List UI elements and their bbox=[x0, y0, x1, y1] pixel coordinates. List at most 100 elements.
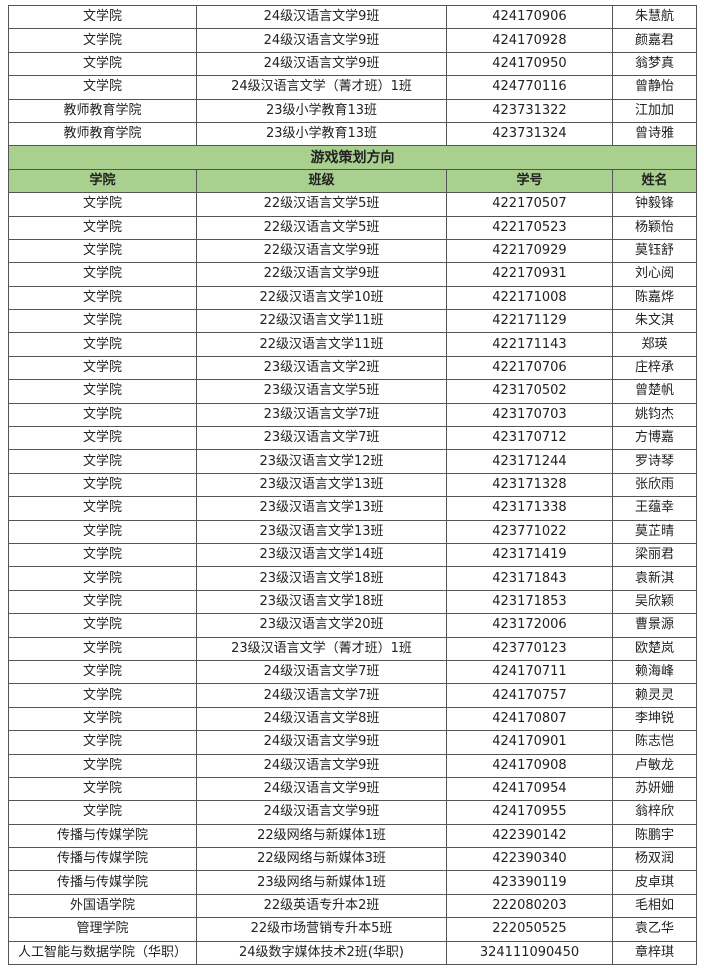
class-cell: 23级汉语言文学12班 bbox=[196, 449, 447, 474]
class-cell: 23级汉语言文学（菁才班）1班 bbox=[196, 636, 447, 661]
student-id-cell: 422170929 bbox=[446, 238, 613, 264]
class-cell: 23级汉语言文学13班 bbox=[196, 496, 447, 521]
college-cell: 教师教育学院 bbox=[8, 121, 197, 147]
table-row: 文学院 24级汉语言文学9班 424170928 颜嘉君 bbox=[8, 28, 697, 53]
table-row: 文学院 23级汉语言文学2班 422170706 庄梓承 bbox=[8, 355, 697, 381]
student-id-cell: 423170703 bbox=[446, 402, 613, 428]
name-cell: 莫钰舒 bbox=[612, 238, 697, 264]
class-cell: 22级英语专升本2班 bbox=[196, 893, 447, 919]
name-cell: 朱文淇 bbox=[612, 309, 697, 334]
student-id-cell: 423170712 bbox=[446, 426, 613, 451]
student-id-cell: 424170908 bbox=[446, 753, 613, 778]
college-cell: 管理学院 bbox=[8, 917, 197, 942]
table-row: 文学院 23级汉语言文学13班 423171338 王蕴幸 bbox=[8, 496, 697, 521]
class-cell: 22级市场营销专升本5班 bbox=[196, 917, 447, 942]
table-row: 文学院 23级汉语言文学13班 423771022 莫芷晴 bbox=[8, 519, 697, 544]
class-cell: 24级汉语言文学9班 bbox=[196, 753, 447, 778]
college-cell: 文学院 bbox=[8, 472, 197, 498]
class-cell: 23级汉语言文学2班 bbox=[196, 355, 447, 381]
class-cell: 23级网络与新媒体1班 bbox=[196, 870, 447, 895]
college-cell: 文学院 bbox=[8, 800, 197, 825]
table-row: 文学院 23级汉语言文学7班 423170712 方博嘉 bbox=[8, 426, 697, 451]
name-cell: 罗诗琴 bbox=[612, 449, 697, 474]
class-cell: 23级汉语言文学13班 bbox=[196, 519, 447, 544]
class-cell: 23级汉语言文学14班 bbox=[196, 542, 447, 568]
college-cell: 文学院 bbox=[8, 262, 197, 287]
class-cell: 24级汉语言文学9班 bbox=[196, 730, 447, 755]
name-cell: 章梓琪 bbox=[612, 940, 697, 966]
student-id-cell: 423172006 bbox=[446, 613, 613, 638]
name-cell: 方博嘉 bbox=[612, 426, 697, 451]
college-cell: 文学院 bbox=[8, 215, 197, 240]
table-row: 文学院 24级汉语言文学9班 424170950 翁梦真 bbox=[8, 51, 697, 77]
name-cell: 赖海峰 bbox=[612, 659, 697, 685]
name-cell: 莫芷晴 bbox=[612, 519, 697, 544]
class-cell: 24级汉语言文学9班 bbox=[196, 4, 447, 30]
name-cell: 欧楚岚 bbox=[612, 636, 697, 661]
table-row: 文学院 23级汉语言文学13班 423171328 张欣雨 bbox=[8, 472, 697, 498]
class-cell: 22级汉语言文学5班 bbox=[196, 215, 447, 240]
table-row: 文学院 22级汉语言文学5班 422170507 钟毅锋 bbox=[8, 192, 697, 217]
table-row: 文学院 22级汉语言文学11班 422171143 郑瑛 bbox=[8, 332, 697, 357]
table-row: 教师教育学院 23级小学教育13班 423731324 曾诗雅 bbox=[8, 121, 697, 147]
name-cell: 翁梓欣 bbox=[612, 800, 697, 825]
table-row: 文学院 22级汉语言文学10班 422171008 陈嘉烨 bbox=[8, 285, 697, 311]
student-id-cell: 学号 bbox=[446, 168, 613, 194]
table-row: 文学院 24级汉语言文学9班 424170954 苏妍姗 bbox=[8, 776, 697, 802]
name-cell: 刘心阅 bbox=[612, 262, 697, 287]
student-id-cell: 424170954 bbox=[446, 776, 613, 802]
student-id-cell: 423770123 bbox=[446, 636, 613, 661]
class-cell: 24级汉语言文学8班 bbox=[196, 706, 447, 732]
name-cell: 皮卓琪 bbox=[612, 870, 697, 895]
table-row: 人工智能与数据学院（华职） 24级数字媒体技术2班(华职) 324111090450… bbox=[8, 940, 697, 966]
class-cell: 24级数字媒体技术2班(华职) bbox=[196, 940, 447, 966]
class-cell: 24级汉语言文学9班 bbox=[196, 51, 447, 77]
class-cell: 23级汉语言文学20班 bbox=[196, 613, 447, 638]
name-cell: 袁乙华 bbox=[612, 917, 697, 942]
name-cell: 杨双润 bbox=[612, 847, 697, 872]
class-cell: 23级汉语言文学7班 bbox=[196, 402, 447, 428]
college-cell: 外国语学院 bbox=[8, 893, 197, 919]
college-cell: 文学院 bbox=[8, 238, 197, 264]
student-id-cell: 422390142 bbox=[446, 823, 613, 849]
name-cell: 吴欣颖 bbox=[612, 589, 697, 615]
college-cell: 文学院 bbox=[8, 753, 197, 778]
student-id-cell: 424170901 bbox=[446, 730, 613, 755]
college-cell: 文学院 bbox=[8, 496, 197, 521]
college-cell: 文学院 bbox=[8, 519, 197, 544]
student-id-cell: 424170711 bbox=[446, 659, 613, 685]
college-cell: 文学院 bbox=[8, 355, 197, 381]
name-cell: 梁丽君 bbox=[612, 542, 697, 568]
table-row: 文学院 23级汉语言文学18班 423171843 袁新淇 bbox=[8, 566, 697, 591]
class-cell: 23级汉语言文学7班 bbox=[196, 426, 447, 451]
table-row: 文学院 23级汉语言文学18班 423171853 吴欣颖 bbox=[8, 589, 697, 615]
student-id-cell: 422170507 bbox=[446, 192, 613, 217]
student-id-cell: 423171419 bbox=[446, 542, 613, 568]
student-id-cell: 423171328 bbox=[446, 472, 613, 498]
table-row: 文学院 23级汉语言文学14班 423171419 梁丽君 bbox=[8, 542, 697, 568]
table-row: 传播与传媒学院 22级网络与新媒体1班 422390142 陈鹏宇 bbox=[8, 823, 697, 849]
student-id-cell: 423731324 bbox=[446, 121, 613, 147]
name-cell: 姓名 bbox=[612, 168, 697, 194]
table-row: 管理学院 22级市场营销专升本5班 222050525 袁乙华 bbox=[8, 917, 697, 942]
college-cell: 文学院 bbox=[8, 730, 197, 755]
college-cell: 文学院 bbox=[8, 776, 197, 802]
name-cell: 卢敏龙 bbox=[612, 753, 697, 778]
class-cell: 23级小学教育13班 bbox=[196, 98, 447, 123]
name-cell: 姚钧杰 bbox=[612, 402, 697, 428]
class-cell: 22级汉语言文学11班 bbox=[196, 309, 447, 334]
table-row: 文学院 24级汉语言文学9班 424170908 卢敏龙 bbox=[8, 753, 697, 778]
class-cell: 24级汉语言文学7班 bbox=[196, 659, 447, 685]
college-cell: 文学院 bbox=[8, 542, 197, 568]
college-cell: 文学院 bbox=[8, 285, 197, 311]
class-cell: 班级 bbox=[196, 168, 447, 194]
student-id-cell: 424170906 bbox=[446, 4, 613, 30]
table-row: 教师教育学院 23级小学教育13班 423731322 江加加 bbox=[8, 98, 697, 123]
student-id-cell: 422171129 bbox=[446, 309, 613, 334]
name-cell: 陈鹏宇 bbox=[612, 823, 697, 849]
class-cell: 23级汉语言文学13班 bbox=[196, 472, 447, 498]
student-id-cell: 222080203 bbox=[446, 893, 613, 919]
table-row: 传播与传媒学院 23级网络与新媒体1班 423390119 皮卓琪 bbox=[8, 870, 697, 895]
class-cell: 22级汉语言文学9班 bbox=[196, 238, 447, 264]
student-id-cell: 424170757 bbox=[446, 683, 613, 708]
